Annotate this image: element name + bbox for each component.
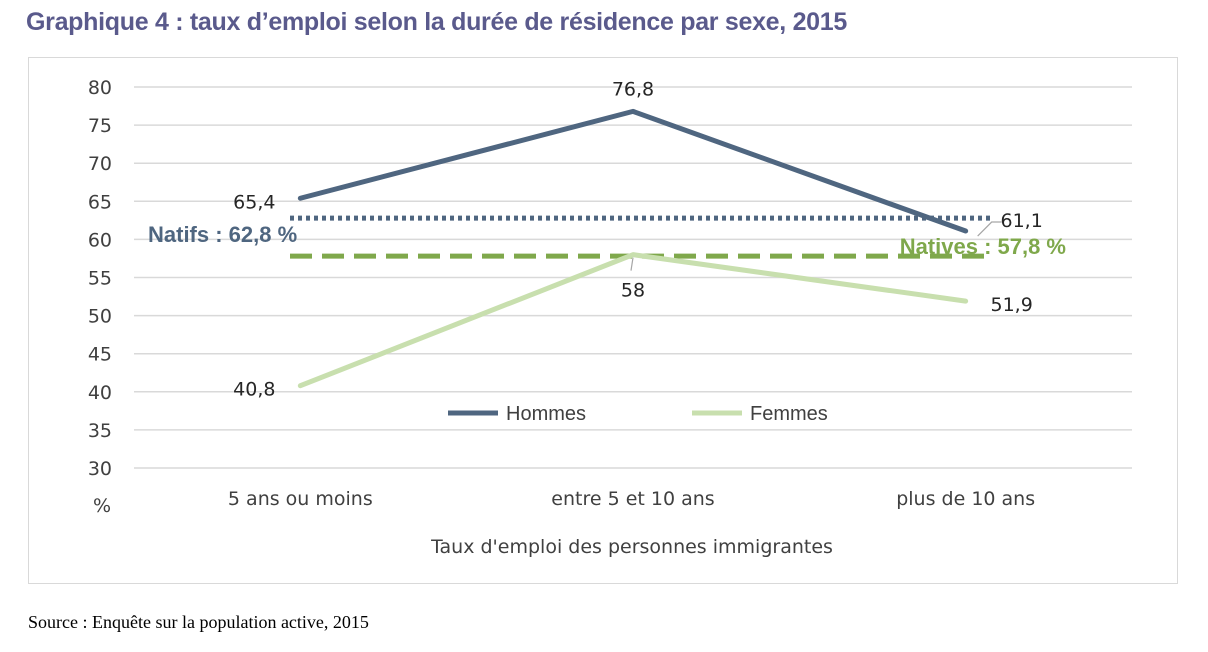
data-label: 51,9: [991, 294, 1033, 316]
data-label: 65,4: [233, 191, 275, 213]
y-tick-label: 80: [88, 77, 112, 99]
x-axis-title: Taux d'emploi des personnes immigrantes: [430, 536, 833, 558]
reference-line-label: Natives : 57,8 %: [900, 234, 1066, 259]
legend-label: Femmes: [750, 403, 828, 425]
y-tick-label: 35: [88, 420, 112, 442]
y-tick-label: 45: [88, 344, 112, 366]
series-line-hommes: [297, 108, 969, 234]
reference-lines: Natifs : 62,8 % Natives : 57,8 %: [148, 215, 1066, 259]
y-tick-label: 70: [88, 153, 112, 175]
x-tick-label: 5 ans ou moins: [228, 488, 373, 510]
data-label: 58: [621, 280, 645, 302]
y-tick-label: 40: [88, 382, 112, 404]
leader-line: [977, 221, 1002, 237]
legend: Hommes Femmes: [448, 403, 828, 425]
legend-label: Hommes: [506, 403, 586, 425]
gridlines: [134, 86, 1132, 469]
source-note: Source : Enquête sur la population activ…: [28, 612, 369, 632]
leader-line: [630, 257, 634, 271]
y-tick-label: 60: [88, 229, 112, 251]
series-line-femmes: [297, 252, 969, 389]
data-labels: 65,4 76,8 61,1 40,8 58 51,9: [233, 78, 1043, 400]
y-tick-label: 50: [88, 306, 112, 328]
x-tick-label: plus de 10 ans: [896, 488, 1035, 510]
y-axis-ticks: 30 35 40 45 50 55 60 65 70 75 80: [88, 77, 112, 480]
y-tick-label: 65: [88, 191, 112, 213]
y-axis-unit-label: %: [93, 495, 111, 517]
chart-title: Graphique 4 : taux d’emploi selon la dur…: [26, 8, 847, 36]
data-label: 76,8: [612, 78, 654, 100]
y-tick-label: 55: [88, 268, 112, 290]
line-chart: 30 35 40 45 50 55 60 65 70 75 80 % 5 ans ou moins e…: [88, 77, 1132, 558]
x-axis-ticks: 5 ans ou moins entre 5 et 10 ans plus de 1…: [228, 488, 1035, 510]
y-tick-label: 75: [88, 115, 112, 137]
data-label: 61,1: [1001, 210, 1043, 232]
x-tick-label: entre 5 et 10 ans: [551, 488, 714, 510]
data-label: 40,8: [233, 379, 275, 401]
y-tick-label: 30: [88, 458, 112, 480]
series-lines: [297, 108, 969, 389]
reference-line-label: Natifs : 62,8 %: [148, 222, 297, 247]
chart-frame: [28, 57, 1178, 584]
